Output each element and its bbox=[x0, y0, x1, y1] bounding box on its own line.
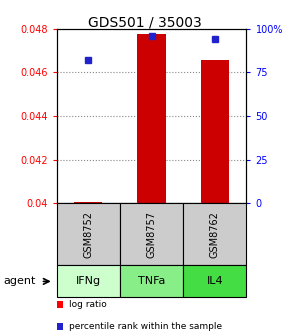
Text: GSM8757: GSM8757 bbox=[146, 211, 157, 258]
Text: GSM8752: GSM8752 bbox=[83, 211, 93, 258]
Text: log ratio: log ratio bbox=[69, 300, 106, 309]
Text: percentile rank within the sample: percentile rank within the sample bbox=[69, 322, 222, 331]
Text: TNFa: TNFa bbox=[138, 277, 165, 286]
Text: IL4: IL4 bbox=[206, 277, 223, 286]
Bar bbox=[137, 34, 166, 203]
Bar bbox=[201, 60, 229, 203]
Text: GDS501 / 35003: GDS501 / 35003 bbox=[88, 15, 202, 29]
Text: IFNg: IFNg bbox=[76, 277, 101, 286]
Bar bbox=[74, 202, 102, 203]
Text: agent: agent bbox=[3, 277, 35, 286]
Text: GSM8762: GSM8762 bbox=[210, 211, 220, 258]
